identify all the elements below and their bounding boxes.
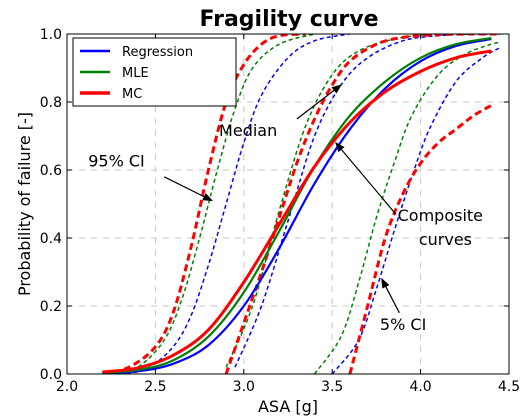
annotation-median: Median bbox=[219, 121, 277, 140]
x-axis-label: ASA [g] bbox=[258, 397, 318, 416]
legend-label-regression: Regression bbox=[122, 45, 193, 60]
legend-label-mc: MC bbox=[122, 87, 142, 102]
chart-title: Fragility curve bbox=[199, 7, 378, 32]
legend: Regression MLE MC bbox=[72, 37, 237, 107]
x-tick-label: 2.5 bbox=[144, 379, 166, 395]
x-tick-label: 3.0 bbox=[233, 379, 255, 395]
annotation-arrow bbox=[381, 277, 400, 314]
x-tick-label: 4.0 bbox=[409, 379, 431, 395]
annotation-composite: Composite bbox=[398, 206, 483, 225]
x-tick-label: 2.0 bbox=[56, 379, 78, 395]
legend-label-mle: MLE bbox=[122, 66, 149, 81]
y-tick-label: 0.0 bbox=[40, 367, 62, 383]
y-axis-label: Probability of failure [-] bbox=[15, 112, 34, 296]
annotation-arrow bbox=[296, 84, 342, 120]
plot-frame bbox=[66, 33, 510, 375]
annotation-curves: curves bbox=[419, 230, 472, 249]
y-tick-label: 0.8 bbox=[40, 95, 62, 111]
series-line-mc-5-ci bbox=[348, 104, 493, 374]
annotation-arrow bbox=[163, 176, 213, 202]
annotations: 95% CI Median Composite curves 5% CI bbox=[88, 84, 483, 334]
series-line-regression-median bbox=[102, 38, 492, 374]
y-tick-label: 1.0 bbox=[40, 27, 62, 43]
annotation-arrow bbox=[335, 142, 397, 215]
axis-ticks: 2.0 2.5 3.0 3.5 4.0 4.5 0.0 0.2 0.4 0.6 0.8 1.0 bbox=[40, 27, 520, 395]
series-line-mle-median bbox=[102, 37, 492, 374]
x-tick-label: 4.5 bbox=[498, 379, 520, 395]
annotation-95-ci: 95% CI bbox=[88, 152, 145, 171]
y-tick-label: 0.4 bbox=[40, 231, 62, 247]
y-tick-label: 0.2 bbox=[40, 299, 62, 315]
series-line-mc-median bbox=[102, 49, 492, 374]
series-line-mc-95-ci bbox=[102, 34, 306, 374]
annotation-5-ci: 5% CI bbox=[380, 315, 426, 334]
series-line-regression-95-ci bbox=[119, 34, 351, 374]
x-tick-label: 3.5 bbox=[321, 379, 343, 395]
y-tick-label: 0.6 bbox=[40, 163, 62, 179]
series-line-regression-5-ci bbox=[331, 46, 501, 374]
